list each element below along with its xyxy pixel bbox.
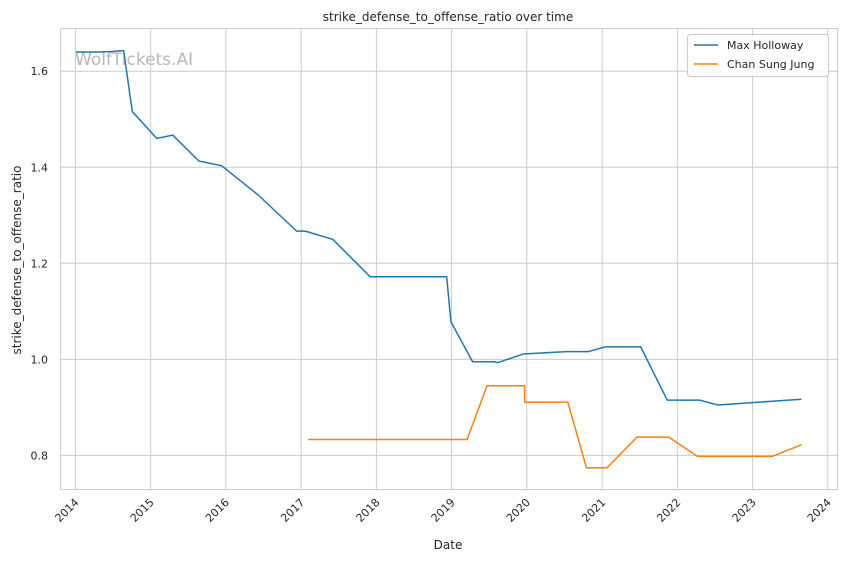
series-line-max-holloway	[76, 49, 802, 406]
grid-lines	[60, 28, 837, 489]
x-tick-label: 2014	[53, 496, 82, 525]
y-tick-label: 1.0	[31, 353, 49, 366]
x-tick-labels: 2014 2015 2016 2017 2018 2019 2020 2021 2022 2023…	[53, 496, 834, 525]
y-axis-label: strike_defense_to_offense_ratio	[10, 166, 24, 355]
x-tick-label: 2019	[429, 496, 458, 525]
x-tick-label: 2016	[203, 496, 232, 525]
x-tick-label: 2018	[354, 496, 383, 525]
x-tick-label: 2020	[504, 496, 533, 525]
x-tick-label: 2022	[654, 496, 683, 525]
legend-label-max-holloway: Max Holloway	[727, 39, 804, 52]
series-line-chan-sung-jung	[308, 385, 802, 469]
x-tick-label: 2015	[128, 496, 157, 525]
watermark-text: WolfTickets.AI	[75, 50, 193, 70]
y-tick-label: 1.2	[31, 257, 49, 270]
y-tick-label: 0.8	[31, 449, 49, 462]
chart-title: strike_defense_to_offense_ratio over tim…	[323, 10, 573, 24]
legend-box	[687, 34, 829, 77]
x-tick-label: 2024	[805, 496, 834, 525]
x-tick-label: 2017	[278, 496, 307, 525]
legend-label-chan-sung-jung: Chan Sung Jung	[727, 58, 814, 71]
x-tick-label: 2021	[579, 496, 608, 525]
series-lines	[76, 49, 802, 469]
y-tick-labels: 0.8 1.0 1.2 1.4 1.6	[31, 65, 49, 462]
y-tick-label: 1.6	[31, 65, 49, 78]
x-axis-label: Date	[434, 538, 463, 552]
legend: Max Holloway Chan Sung Jung	[687, 34, 829, 77]
x-tick-label: 2023	[730, 496, 759, 525]
y-tick-label: 1.4	[31, 161, 49, 174]
plot-area-frame	[60, 28, 838, 490]
